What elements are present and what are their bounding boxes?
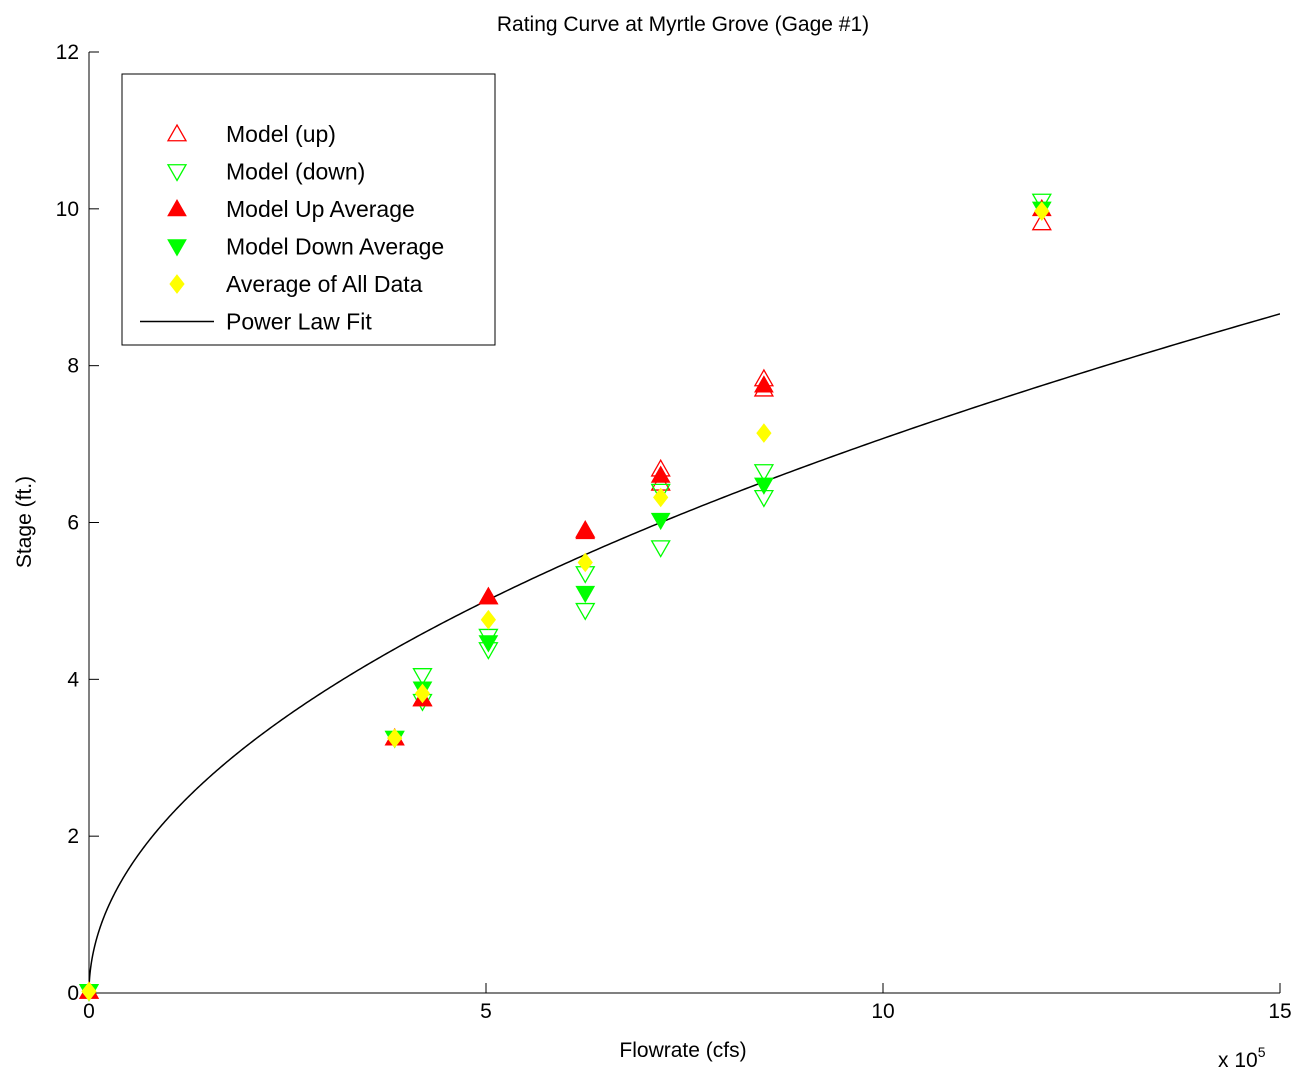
legend-marker [166, 123, 188, 142]
x-tick-label: 5 [480, 1000, 492, 1023]
data-point [756, 423, 772, 443]
data-point [414, 683, 431, 704]
marker-layer [78, 193, 1052, 1002]
legend-item-model-up-average: Model Up Average [167, 196, 415, 222]
legend-label: Average of All Data [226, 271, 423, 297]
data-point [650, 465, 671, 483]
y-tick-label: 8 [67, 355, 79, 378]
chart-title: Rating Curve at Myrtle Grove (Gage #1) [497, 13, 869, 36]
data-point [754, 477, 774, 495]
y-tick-label: 12 [56, 41, 79, 64]
y-tick-label: 2 [67, 825, 79, 848]
data-point [478, 635, 499, 653]
y-tick-label: 0 [67, 982, 79, 1005]
y-tick-label: 10 [56, 198, 79, 221]
data-point [1031, 212, 1052, 231]
x-tick-label: 0 [83, 1000, 95, 1023]
data-point [1034, 201, 1050, 222]
x-multiplier-exponent: 5 [1258, 1044, 1266, 1060]
data-point [753, 464, 775, 482]
legend-marker [169, 274, 185, 294]
data-point [650, 540, 671, 558]
ticks: 0 5 10 15 0 2 4 6 8 10 12 [56, 41, 1292, 1023]
y-tick-label: 4 [67, 668, 79, 691]
data-point [480, 609, 497, 630]
data-point [653, 487, 669, 508]
y-axis-label: Stage (ft.) [13, 476, 36, 568]
legend-label: Model (down) [226, 159, 365, 185]
data-point [650, 483, 671, 502]
x-multiplier-label: x 105 [1218, 1044, 1266, 1072]
data-point [575, 602, 596, 621]
power-law-fit-layer [89, 313, 1280, 993]
x-tick-label: 10 [871, 1000, 894, 1023]
data-point [754, 375, 774, 393]
data-point [478, 586, 499, 605]
data-point [575, 521, 596, 540]
data-point [577, 552, 593, 573]
power-law-fit-line [89, 313, 1280, 993]
legend: Model (up) Model (down) Model Up Average Mo… [121, 73, 496, 346]
legend-item-model-down-average: Model Down Average [167, 234, 444, 260]
x-axis-label: Flowrate (cfs) [619, 1039, 746, 1062]
legend-item-average-of-all-data: Average of All Data [169, 271, 423, 297]
legend-marker [166, 164, 188, 182]
legend-label: Model Down Average [226, 234, 444, 260]
data-point [81, 981, 97, 1002]
series-average-of-all-data [81, 201, 1050, 1002]
legend-marker [167, 239, 187, 257]
legend-marker [167, 198, 187, 217]
data-point [387, 728, 403, 748]
legend-item-power-law-fit: Power Law Fit [140, 309, 372, 335]
data-point [412, 668, 433, 686]
legend-label: Model (up) [226, 121, 336, 147]
legend-label: Power Law Fit [226, 309, 372, 335]
data-point [575, 585, 596, 604]
legend-item-model-down: Model (down) [166, 159, 365, 185]
x-tick-label: 15 [1268, 1000, 1291, 1023]
legend-box [121, 73, 496, 346]
legend-item-model-up: Model (up) [166, 121, 336, 147]
data-point [650, 512, 671, 531]
legend-label: Model Up Average [226, 196, 415, 222]
y-tick-label: 6 [67, 512, 79, 535]
